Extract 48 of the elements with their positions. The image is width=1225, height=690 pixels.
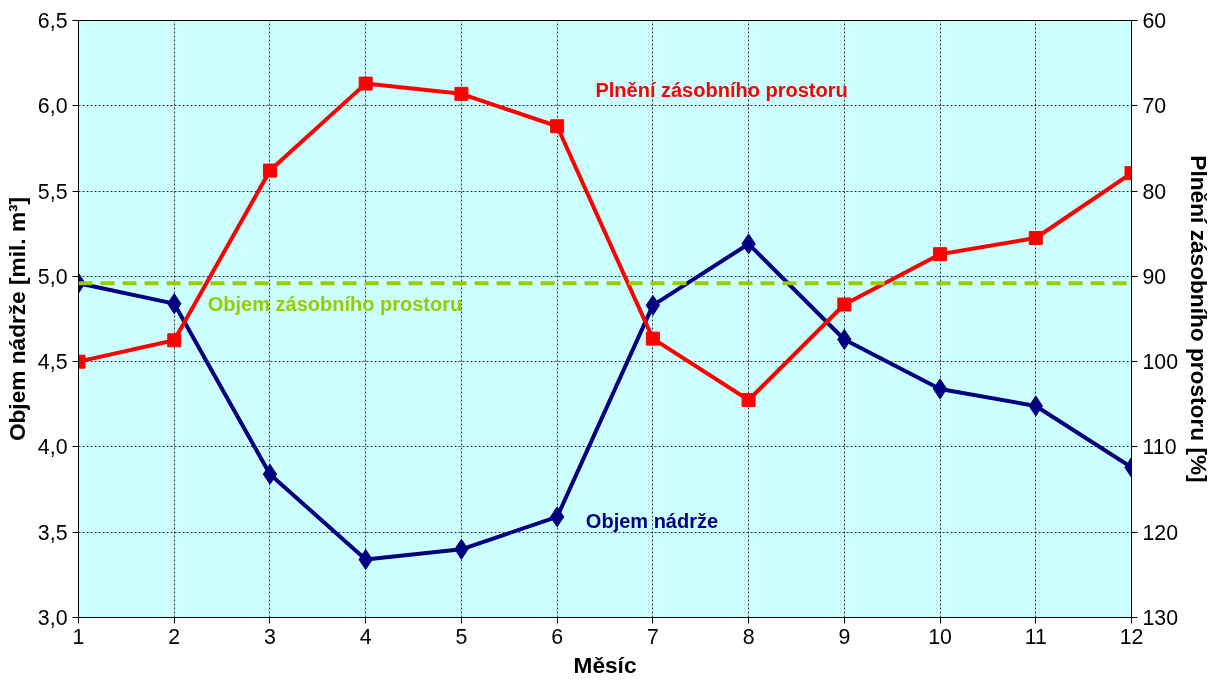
point [550, 119, 565, 134]
x-tick-label: 2 [168, 624, 181, 649]
point [1028, 230, 1043, 245]
x-tick-label: 9 [838, 624, 851, 649]
y-tick-label: 4,0 [37, 435, 68, 460]
x-tick-label: 11 [1024, 624, 1047, 649]
x-tick-label: 10 [928, 624, 953, 649]
y2-axis-title: Plnění zásobního prostoru [%] [1186, 155, 1213, 483]
point [932, 378, 948, 400]
x-tick-label: 4 [359, 624, 372, 649]
y-tick-label: 6,0 [37, 94, 68, 119]
x-tick-label: 12 [1119, 624, 1144, 649]
point [262, 463, 278, 485]
point [358, 76, 373, 91]
x-tick-label: 5 [455, 624, 468, 649]
y-tick-label: 3,5 [37, 520, 68, 545]
y-tick-label: 6,5 [37, 9, 68, 33]
y2-tick-label: 100 [1142, 350, 1179, 375]
point [645, 294, 661, 316]
point [837, 297, 852, 312]
point [933, 247, 948, 262]
point [645, 331, 660, 346]
x-tick-label: 3 [264, 624, 276, 649]
y2-tick-label: 70 [1142, 94, 1167, 119]
x-tick-label: 8 [742, 624, 755, 649]
y2-tick-label: 110 [1142, 435, 1177, 460]
y2-tick-label: 130 [1142, 606, 1179, 630]
point [454, 86, 469, 101]
point [741, 393, 756, 408]
y2-tick-label: 90 [1142, 264, 1167, 289]
y-tick-label: 3,0 [37, 606, 68, 630]
x-axis-title: Měsíc [573, 651, 637, 678]
x-tick-label: 7 [646, 624, 659, 649]
y2-tick-label: 80 [1142, 179, 1167, 204]
y2-tick-label: 60 [1142, 9, 1167, 33]
series-label: Plnění zásobního prostoru [595, 79, 848, 102]
ref-line-label: Objem zásobního prostoru [207, 293, 463, 316]
y2-tick-label: 120 [1142, 520, 1179, 545]
x-tick-label: 6 [551, 624, 564, 649]
y-tick-label: 5,0 [37, 264, 68, 289]
point [549, 506, 565, 528]
y-axis-title: Objem nádrže [mil. m³] [3, 196, 30, 442]
series-label: Objem nádrže [585, 509, 719, 532]
point [167, 333, 182, 348]
x-tick-label: 1 [72, 624, 85, 649]
y-tick-label: 5,5 [37, 179, 68, 204]
point [262, 163, 277, 178]
y-tick-label: 4,5 [37, 350, 68, 375]
